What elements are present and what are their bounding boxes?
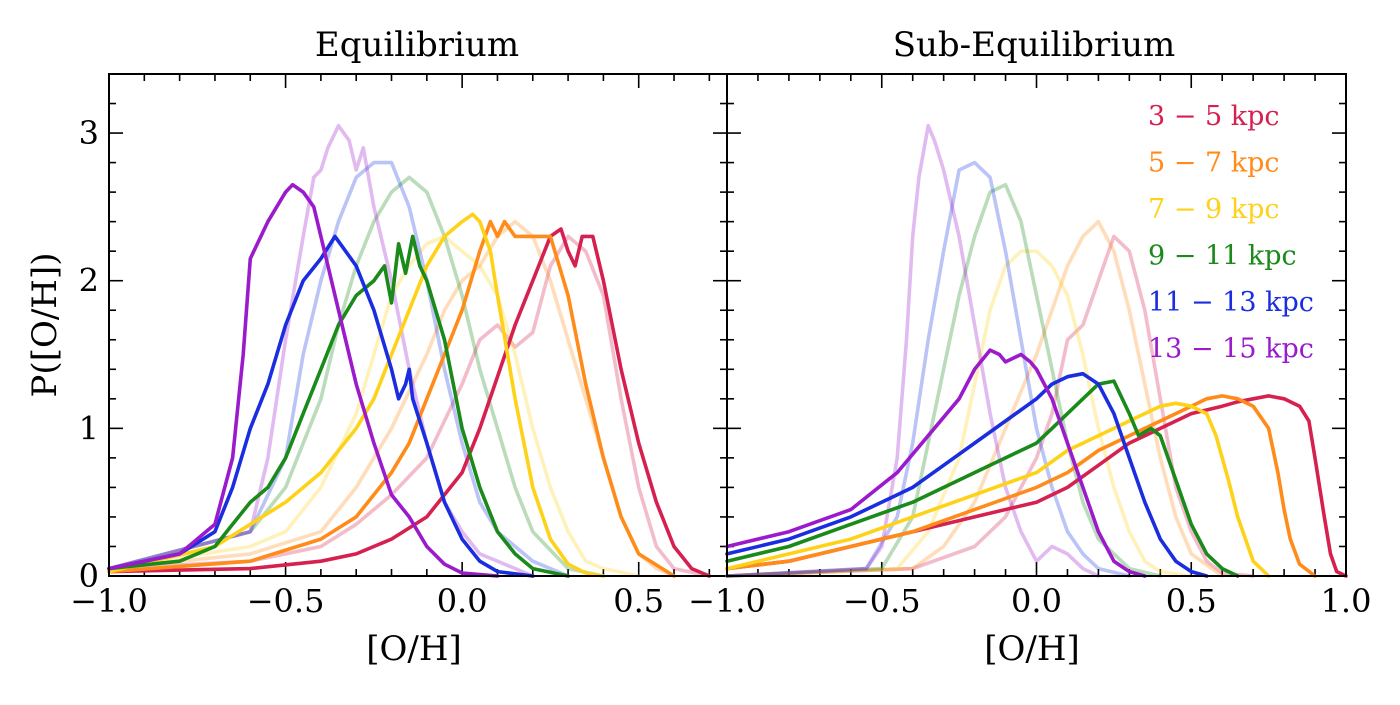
x-axis-label: [O/H] <box>984 629 1080 669</box>
plot-frame <box>726 73 1347 577</box>
series-line <box>107 234 712 578</box>
sub-equilibrium-panel: Sub-Equilibrium −1.0 −0.5 0.0 0.5 1.0 [O/H] … <box>688 25 1371 669</box>
series-line <box>107 219 676 578</box>
x-tick-label: −0.5 <box>843 582 921 620</box>
series-line <box>725 348 1147 578</box>
legend-entry: 3 − 5 kpc <box>1148 101 1280 132</box>
series-line <box>725 249 1194 578</box>
legend-entry: 5 − 7 kpc <box>1148 148 1280 179</box>
series-line <box>725 160 1132 578</box>
series-line <box>107 182 500 578</box>
series-line <box>107 227 712 578</box>
x-tick-label: 0.5 <box>1166 582 1217 620</box>
y-tick-label: 2 <box>79 262 99 300</box>
x-tick-label: 0.0 <box>1011 582 1062 620</box>
legend: 3 − 5 kpc 5 − 7 kpc 7 − 9 kpc 9 − 11 kpc 11 … <box>1148 101 1314 365</box>
series-line <box>107 175 606 578</box>
x-tick-label: −1.0 <box>688 582 766 620</box>
series-line <box>725 182 1163 578</box>
x-axis-label: [O/H] <box>366 629 462 669</box>
x-tick-label: 1.0 <box>1321 582 1372 620</box>
series-line <box>725 123 1101 578</box>
panel-title: Equilibrium <box>315 25 519 65</box>
series-line <box>725 379 1240 578</box>
axis-ticks <box>108 73 727 577</box>
series-line <box>725 401 1271 578</box>
series-line <box>725 394 1348 578</box>
y-tick-label: 1 <box>79 409 99 447</box>
legend-entry: 11 − 13 kpc <box>1148 287 1314 318</box>
series-line <box>107 234 535 578</box>
plot-frame <box>108 73 728 577</box>
series-line <box>107 123 535 578</box>
equilibrium-panel: Equilibrium −1.0 −0.5 0.0 0.5 0 1 2 3 [O/H] P([… <box>25 25 728 669</box>
series-line <box>725 371 1209 578</box>
series-group <box>107 123 712 578</box>
series-line <box>107 212 606 578</box>
legend-entry: 13 − 15 kpc <box>1148 334 1314 365</box>
series-line <box>107 234 641 578</box>
tick-labels: −1.0 −0.5 0.0 0.5 0 1 2 3 <box>70 114 664 620</box>
x-tick-label: 0.0 <box>437 582 488 620</box>
tick-labels: −1.0 −0.5 0.0 0.5 1.0 <box>688 582 1371 620</box>
x-tick-label: 0.5 <box>613 582 664 620</box>
series-line <box>107 234 570 578</box>
series-line <box>725 234 1255 578</box>
series-line <box>107 160 570 578</box>
x-tick-label: −0.5 <box>247 582 325 620</box>
y-axis-label: P([O/H]) <box>25 253 65 398</box>
series-group <box>725 123 1348 578</box>
panel-title: Sub-Equilibrium <box>893 25 1176 65</box>
y-tick-label: 0 <box>79 557 99 595</box>
legend-entry: 9 − 11 kpc <box>1148 241 1297 272</box>
x-tick-label: −1.0 <box>70 582 148 620</box>
series-line <box>725 219 1224 578</box>
y-tick-label: 3 <box>79 114 99 152</box>
legend-entry: 7 − 9 kpc <box>1148 194 1280 225</box>
